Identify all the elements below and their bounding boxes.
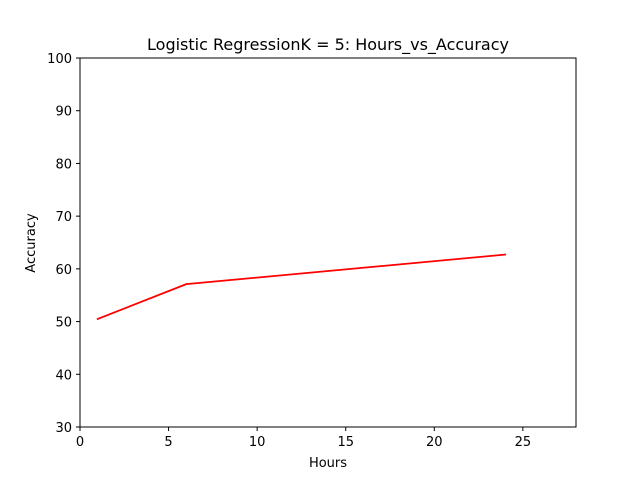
y-tick-label: 30 bbox=[55, 421, 72, 436]
y-tick-label: 40 bbox=[55, 368, 72, 383]
x-tick-label: 20 bbox=[426, 435, 443, 450]
x-tick-label: 10 bbox=[249, 435, 266, 450]
axes-frame bbox=[80, 58, 576, 427]
y-tick-label: 60 bbox=[55, 263, 72, 278]
x-axis-label: Hours bbox=[309, 456, 347, 471]
chart-title: Logistic RegressionK = 5: Hours_vs_Accur… bbox=[147, 35, 509, 55]
y-tick-label: 100 bbox=[47, 52, 72, 67]
x-tick-label: 25 bbox=[515, 435, 532, 450]
x-tick-label: 0 bbox=[76, 435, 84, 450]
y-tick-label: 80 bbox=[55, 157, 72, 172]
y-tick-label: 90 bbox=[55, 105, 72, 120]
series-line-0 bbox=[98, 255, 505, 319]
y-tick-label: 70 bbox=[55, 210, 72, 225]
x-tick-label: 5 bbox=[164, 435, 172, 450]
y-tick-label: 50 bbox=[55, 316, 72, 331]
x-tick-label: 15 bbox=[337, 435, 354, 450]
y-axis-label: Accuracy bbox=[24, 213, 39, 273]
plot-area: 0 5 10 15 20 25 30 40 50 60 70 80 90 100 bbox=[47, 52, 576, 450]
